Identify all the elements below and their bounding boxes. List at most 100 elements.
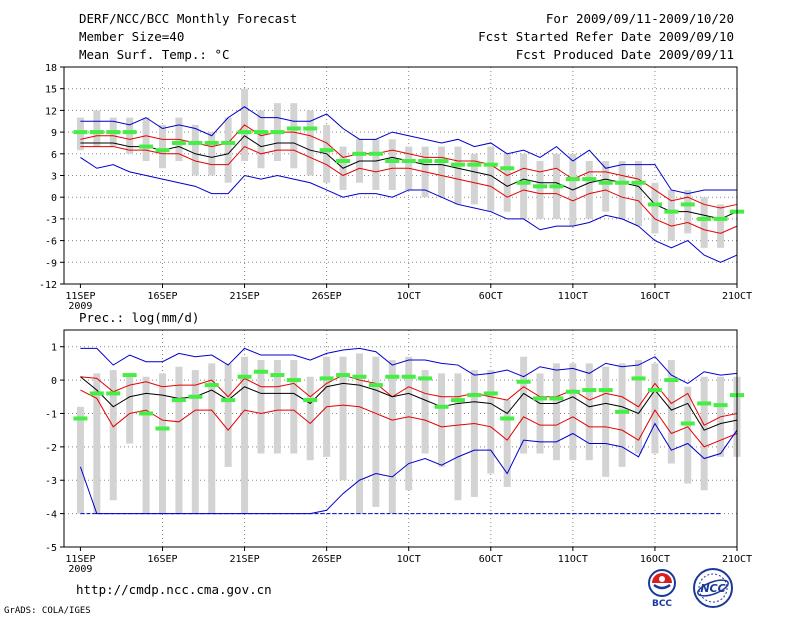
box-day-8	[208, 132, 216, 176]
median-marker-day-35	[647, 388, 662, 393]
median-marker-day-0	[73, 130, 88, 135]
box-day-28	[536, 161, 544, 219]
median-marker-day-25	[483, 162, 498, 167]
x-tick-label: 11SEP	[65, 291, 95, 302]
median-marker-day-13	[286, 126, 301, 131]
box-day-9	[224, 117, 232, 183]
box-day-31	[585, 363, 593, 461]
median-marker-day-39	[713, 216, 728, 221]
box-day-7	[191, 370, 199, 514]
x-tick-label: 26SEP	[312, 291, 342, 302]
box-day-26	[503, 400, 511, 487]
median-marker-day-33	[615, 409, 630, 414]
median-marker-day-36	[664, 209, 679, 214]
box-day-23	[454, 373, 462, 501]
y-tick-label: 12	[45, 106, 57, 117]
median-marker-day-3	[122, 373, 137, 378]
median-marker-day-12	[270, 373, 285, 378]
median-marker-day-33	[615, 180, 630, 185]
median-marker-day-14	[303, 126, 318, 131]
box-day-14	[306, 376, 314, 461]
box-day-4	[142, 376, 150, 514]
plot-frame	[63, 329, 738, 548]
median-marker-day-19	[385, 159, 400, 164]
median-marker-day-22	[434, 159, 449, 164]
box-day-12	[273, 360, 281, 454]
x-tick-label: 21OCT	[722, 554, 752, 565]
box-day-3	[126, 117, 134, 154]
box-day-6	[175, 366, 183, 514]
median-marker-day-0	[73, 416, 88, 421]
median-marker-day-21	[418, 376, 433, 381]
box-day-5	[158, 373, 166, 514]
median-marker-day-39	[713, 403, 728, 408]
median-marker-day-25	[483, 391, 498, 396]
ncc-logo-text: NCC	[700, 582, 725, 595]
median-marker-day-16	[336, 373, 351, 378]
x-tick-label: 16SEP	[147, 554, 177, 565]
box-day-25	[487, 370, 495, 474]
median-marker-day-2	[106, 391, 121, 396]
box-day-1	[93, 110, 101, 147]
box-day-32	[602, 161, 610, 212]
median-marker-day-3	[122, 130, 137, 135]
box-day-10	[241, 356, 249, 514]
median-marker-day-12	[270, 130, 285, 135]
box-day-2	[109, 370, 117, 501]
box-day-37	[684, 386, 692, 484]
series-min-line	[80, 156, 738, 263]
chart-title: DERF/NCC/BCC Monthly Forecast	[79, 11, 298, 26]
x-tick-label: 16OCT	[640, 554, 670, 565]
series-lower-line	[80, 389, 738, 448]
median-marker-day-9	[221, 398, 236, 403]
median-marker-day-29	[549, 396, 564, 401]
box-day-33	[618, 161, 626, 219]
box-day-35	[651, 182, 659, 234]
y-tick-label: -3	[45, 476, 57, 487]
median-marker-day-31	[582, 388, 597, 393]
x-tick-year-label: 2009	[68, 564, 92, 575]
box-day-34	[635, 161, 643, 227]
website-url[interactable]: http://cmdp.ncc.cma.gov.cn	[76, 582, 272, 597]
box-day-9	[224, 363, 232, 467]
box-day-36	[667, 189, 675, 241]
forecast-produced-date: Fcst Produced Date 2009/09/11	[515, 47, 734, 62]
box-day-18	[372, 139, 380, 190]
box-day-19	[388, 360, 396, 514]
box-day-5	[158, 124, 166, 169]
y-tick-label: -4	[45, 510, 57, 521]
x-tick-label: 16SEP	[147, 291, 177, 302]
series-max-line	[80, 106, 737, 195]
box-day-11	[257, 110, 265, 169]
median-marker-day-20	[401, 374, 416, 379]
median-marker-day-21	[418, 159, 433, 164]
median-marker-day-23	[450, 398, 465, 403]
series-max-line	[80, 347, 738, 384]
median-marker-day-34	[631, 376, 646, 381]
x-tick-label: 16OCT	[640, 291, 670, 302]
box-day-13	[290, 103, 298, 169]
y-tick-label: 6	[51, 150, 57, 161]
x-tick-label: 21OCT	[722, 291, 752, 302]
box-day-39	[717, 204, 725, 248]
box-day-38	[700, 376, 708, 491]
box-day-36	[667, 360, 675, 464]
ncc-logo: NCC	[693, 568, 733, 608]
x-tick-label: 11SEP	[65, 554, 95, 565]
median-marker-day-18	[368, 383, 383, 388]
median-marker-day-13	[286, 378, 301, 383]
x-tick-label: 21SEP	[230, 554, 260, 565]
median-marker-day-5	[155, 148, 170, 153]
median-marker-day-38	[697, 216, 712, 221]
median-marker-day-8	[204, 383, 219, 388]
median-marker-day-2	[106, 130, 121, 135]
y-tick-label: 3	[51, 172, 57, 183]
box-day-16	[339, 356, 347, 481]
median-marker-day-15	[319, 376, 334, 381]
box-day-8	[208, 363, 216, 514]
series-min-line	[79, 422, 738, 515]
box-day-13	[290, 360, 298, 454]
bcc-logo: BCC	[648, 569, 676, 608]
median-marker-day-37	[680, 202, 695, 207]
